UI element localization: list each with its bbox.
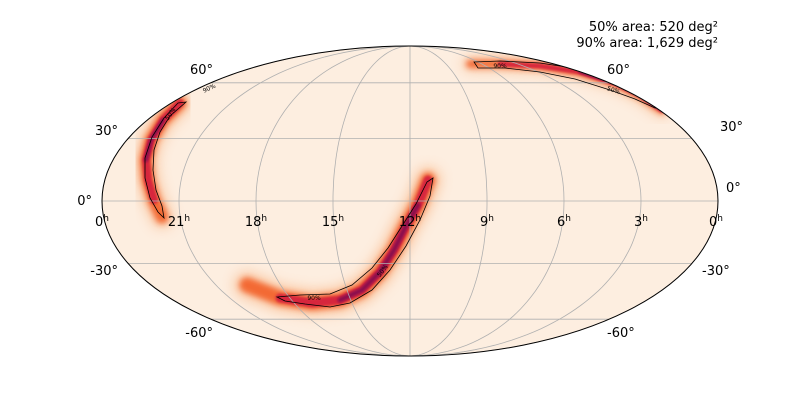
contour-label: 50% [606, 85, 621, 96]
probability-band [337, 202, 421, 303]
dec-tick-label-right: 60° [607, 63, 630, 78]
ra-grid-line [332, 46, 411, 356]
ra-tick-label: 0h [709, 214, 723, 230]
contour-label: 90% [307, 295, 321, 302]
area-90-annotation: 90% area: 1,629 deg² [576, 36, 718, 51]
ra-grid-line [409, 46, 488, 356]
dec-tick-label-left: 30° [95, 124, 118, 139]
credible-contours [144, 60, 667, 308]
area-50-annotation: 50% area: 520 deg² [588, 20, 718, 35]
ra-grid-line [409, 46, 642, 356]
contour-line [144, 101, 188, 220]
dec-tick-label-left: -30° [90, 264, 118, 279]
ra-grid-line [178, 46, 411, 356]
ra-grid-line [255, 46, 411, 356]
dec-tick-label-right: 30° [720, 120, 743, 135]
dec-tick-label-right: -30° [702, 264, 730, 279]
sky-boundary [101, 45, 719, 357]
dec-tick-label-right: -60° [607, 326, 635, 341]
dec-tick-label-left: -60° [185, 326, 213, 341]
contour-line [473, 60, 667, 109]
dec-tick-label-right: 0° [726, 181, 741, 196]
dec-tick-label-left: 0° [77, 194, 92, 209]
ra-grid-line [409, 46, 565, 356]
contour-line [275, 177, 434, 308]
dec-tick-label-left: 60° [190, 63, 213, 78]
contour-label: 90% [493, 63, 507, 70]
